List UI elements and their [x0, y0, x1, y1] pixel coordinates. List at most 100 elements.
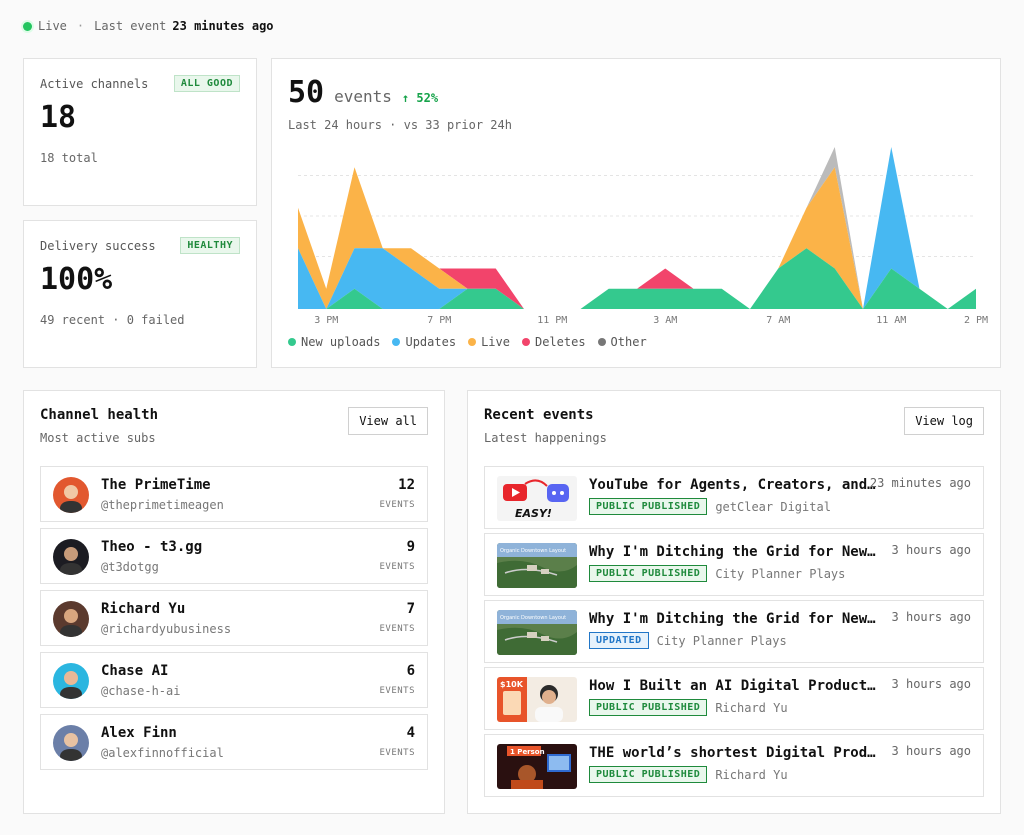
- panel-title: Channel health: [40, 407, 159, 423]
- channel-handle: @chase-h-ai: [101, 684, 181, 698]
- x-tick-label: 3 PM: [314, 315, 338, 326]
- channel-handle: @theprimetimeagen: [101, 498, 224, 512]
- video-thumbnail[interactable]: Organic Downtown Layout: [497, 543, 577, 588]
- x-tick-label: 7 AM: [766, 315, 790, 326]
- event-row[interactable]: 1 Person THE world’s shortest Digital Pr…: [484, 734, 984, 797]
- panel-subtitle: Latest happenings: [484, 431, 607, 445]
- events-chart-card: 50 events ↑ 52% Last 24 hours · vs 33 pr…: [271, 58, 1001, 368]
- legend-item: Other: [597, 335, 647, 349]
- event-title[interactable]: YouTube for Agents, Creators, and Develo…: [589, 477, 879, 493]
- x-tick-label: 11 AM: [876, 315, 906, 326]
- event-count: 7: [406, 601, 415, 617]
- legend-item: New uploads: [288, 335, 380, 349]
- x-tick-label: 11 PM: [537, 315, 567, 326]
- legend-label: Live: [481, 335, 510, 349]
- channel-handle: @t3dotgg: [101, 560, 159, 574]
- legend-label: Deletes: [534, 335, 586, 349]
- channel-handle: @alexfinnofficial: [101, 746, 224, 760]
- legend-item: Live: [468, 335, 510, 349]
- series-area-new-uploads: [298, 248, 976, 309]
- legend-item: Deletes: [521, 335, 586, 349]
- channel-row[interactable]: Richard Yu @richardyubusiness 7 EVENTS: [40, 590, 428, 646]
- event-status-badge: PUBLIC PUBLISHED: [589, 565, 708, 582]
- event-row[interactable]: $10K How I Built an AI Digital Product B…: [484, 667, 984, 730]
- legend-item: Updates: [392, 335, 456, 349]
- channel-name: The PrimeTime: [101, 477, 211, 493]
- event-status-badge: PUBLIC PUBLISHED: [589, 498, 708, 515]
- stat-subtext: 18 total: [40, 151, 98, 165]
- svg-text:1 Person: 1 Person: [510, 748, 545, 756]
- event-title[interactable]: Why I'm Ditching the Grid for New Urban …: [589, 611, 879, 627]
- view-log-button[interactable]: View log: [904, 407, 984, 435]
- video-thumbnail[interactable]: Organic Downtown Layout: [497, 610, 577, 655]
- stat-value: 18: [40, 100, 77, 135]
- channel-row[interactable]: Alex Finn @alexfinnofficial 4 EVENTS: [40, 714, 428, 770]
- event-channel: getClear Digital: [715, 499, 831, 514]
- event-status-badge: PUBLIC PUBLISHED: [589, 766, 708, 783]
- status-badge: HEALTHY: [180, 237, 240, 254]
- legend-dot-icon: [597, 338, 606, 346]
- legend-label: Other: [610, 335, 647, 349]
- live-indicator-icon: [23, 21, 32, 31]
- stat-value: 100%: [40, 262, 113, 297]
- active-channels-card: Active channels ALL GOOD 18 18 total: [23, 58, 257, 206]
- event-title[interactable]: Why I'm Ditching the Grid for New Urban …: [589, 544, 879, 560]
- event-title[interactable]: THE world’s shortest Digital Product Gui…: [589, 745, 879, 761]
- recent-events-panel: Recent events Latest happenings View log…: [467, 390, 1001, 814]
- channel-row[interactable]: The PrimeTime @theprimetimeagen 12 EVENT…: [40, 466, 428, 522]
- event-row[interactable]: Organic Downtown Layout Why I'm Ditching…: [484, 533, 984, 596]
- video-thumbnail[interactable]: EASY!: [497, 476, 577, 521]
- x-tick-label: 3 AM: [653, 315, 677, 326]
- svg-text:EASY!: EASY!: [515, 507, 552, 520]
- event-status-badge: UPDATED: [589, 632, 649, 649]
- chart-legend: New uploads Updates Live Deletes Other: [288, 335, 659, 349]
- channel-name: Alex Finn: [101, 725, 177, 741]
- legend-dot-icon: [288, 338, 296, 346]
- event-count: 12: [398, 477, 415, 493]
- channel-row[interactable]: Chase AI @chase-h-ai 6 EVENTS: [40, 652, 428, 708]
- event-row[interactable]: EASY! YouTube for Agents, Creators, and …: [484, 466, 984, 529]
- events-label: EVENTS: [379, 748, 415, 758]
- delivery-success-card: Delivery success HEALTHY 100% 49 recent …: [23, 220, 257, 368]
- events-label: EVENTS: [379, 624, 415, 634]
- events-label: EVENTS: [379, 500, 415, 510]
- video-thumbnail[interactable]: 1 Person: [497, 744, 577, 789]
- events-count: 50: [288, 75, 325, 110]
- avatar: [53, 663, 89, 699]
- svg-text:$10K: $10K: [500, 680, 524, 689]
- legend-dot-icon: [468, 338, 477, 346]
- avatar: [53, 477, 89, 513]
- event-count: 6: [406, 663, 415, 679]
- event-channel: City Planner Plays: [656, 633, 787, 648]
- events-area-chart: 3 PM 7 PM 11 PM 3 AM 7 AM 11 AM 2 PM: [298, 147, 988, 326]
- event-time: 3 hours ago: [891, 744, 971, 758]
- event-count: 9: [406, 539, 415, 555]
- live-label: Live: [38, 19, 67, 33]
- event-row[interactable]: Organic Downtown Layout Why I'm Ditching…: [484, 600, 984, 663]
- events-label: EVENTS: [379, 686, 415, 696]
- svg-text:Organic Downtown Layout: Organic Downtown Layout: [500, 548, 566, 554]
- event-channel: Richard Yu: [715, 767, 788, 782]
- avatar: [53, 725, 89, 761]
- channel-row[interactable]: Theo - t3.gg @t3dotgg 9 EVENTS: [40, 528, 428, 584]
- event-channel: City Planner Plays: [715, 566, 846, 581]
- series-area-live: [298, 147, 976, 309]
- panel-subtitle: Most active subs: [40, 431, 156, 445]
- series-area-updates: [298, 147, 976, 309]
- view-all-button[interactable]: View all: [348, 407, 428, 435]
- series-area-deletes: [298, 147, 976, 309]
- stat-subtext: 49 recent · 0 failed: [40, 313, 185, 327]
- channel-health-panel: Channel health Most active subs View all…: [23, 390, 445, 814]
- channel-name: Theo - t3.gg: [101, 539, 203, 555]
- x-tick-label: 7 PM: [427, 315, 451, 326]
- chart-subtitle: Last 24 hours · vs 33 prior 24h: [288, 118, 512, 132]
- svg-text:Organic Downtown Layout: Organic Downtown Layout: [500, 615, 566, 621]
- event-count: 4: [406, 725, 415, 741]
- separator: ·: [76, 19, 85, 33]
- events-delta: ↑ 52%: [401, 91, 439, 105]
- avatar: [53, 601, 89, 637]
- stat-label: Active channels: [40, 76, 149, 91]
- video-thumbnail[interactable]: $10K: [497, 677, 577, 722]
- event-title[interactable]: How I Built an AI Digital Product Busine…: [589, 678, 879, 694]
- x-tick-label: 2 PM: [964, 315, 988, 326]
